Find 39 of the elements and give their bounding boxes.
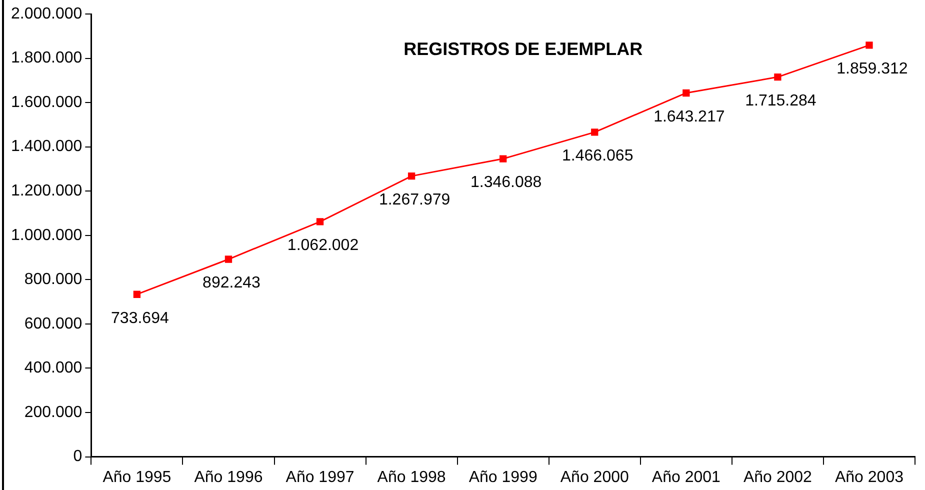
y-tick-label: 0 <box>73 448 82 466</box>
point <box>774 73 782 81</box>
x-tick-label: Año 1998 <box>377 468 446 486</box>
data-label: 733.694 <box>111 310 169 327</box>
point <box>133 290 141 298</box>
y-tick-label: 1.000.000 <box>10 226 82 244</box>
point <box>224 256 232 263</box>
point <box>500 155 507 162</box>
data-label: 1.346.088 <box>470 174 542 192</box>
point <box>316 218 324 226</box>
y-tick-label: 1.400.000 <box>10 138 82 156</box>
x-tick-label: Año 1997 <box>286 468 354 486</box>
y-tick-label: 1.600.000 <box>10 94 82 111</box>
data-label: 1.715.284 <box>745 92 816 110</box>
x-tick-label: Año 2003 <box>834 468 904 486</box>
y-tick-label: 800.000 <box>24 271 82 288</box>
data-label: 1.062.002 <box>287 237 359 254</box>
y-tick-label: 400.000 <box>24 360 82 377</box>
x-tick-label: Año 2001 <box>652 468 721 486</box>
data-label: 892.243 <box>202 274 260 292</box>
x-tick-label: Año 1999 <box>468 468 538 486</box>
data-label: 1.643.217 <box>654 108 725 126</box>
x-tick-label: Año 2000 <box>560 468 629 486</box>
x-tick-label: Año 1995 <box>102 468 172 486</box>
y-tick-label: 600.000 <box>24 315 82 332</box>
point <box>408 172 416 180</box>
data-label: 1.267.979 <box>378 191 450 208</box>
text: REGISTROS DE EJEMPLAR <box>404 38 643 59</box>
data-label: 1.466.065 <box>562 148 634 165</box>
y-tick-label: 1.800.000 <box>10 50 82 67</box>
point <box>866 42 873 49</box>
data-label: 1.859.312 <box>836 60 908 78</box>
y-tick-label: 200.000 <box>24 404 82 421</box>
x-tick-label: Año 1996 <box>194 468 263 486</box>
point <box>591 128 598 136</box>
x-tick-label: Año 2002 <box>743 468 812 486</box>
y-tick-label: 2.000.000 <box>10 5 82 22</box>
point <box>682 89 690 97</box>
y-tick-label: 1.200.000 <box>10 182 82 200</box>
